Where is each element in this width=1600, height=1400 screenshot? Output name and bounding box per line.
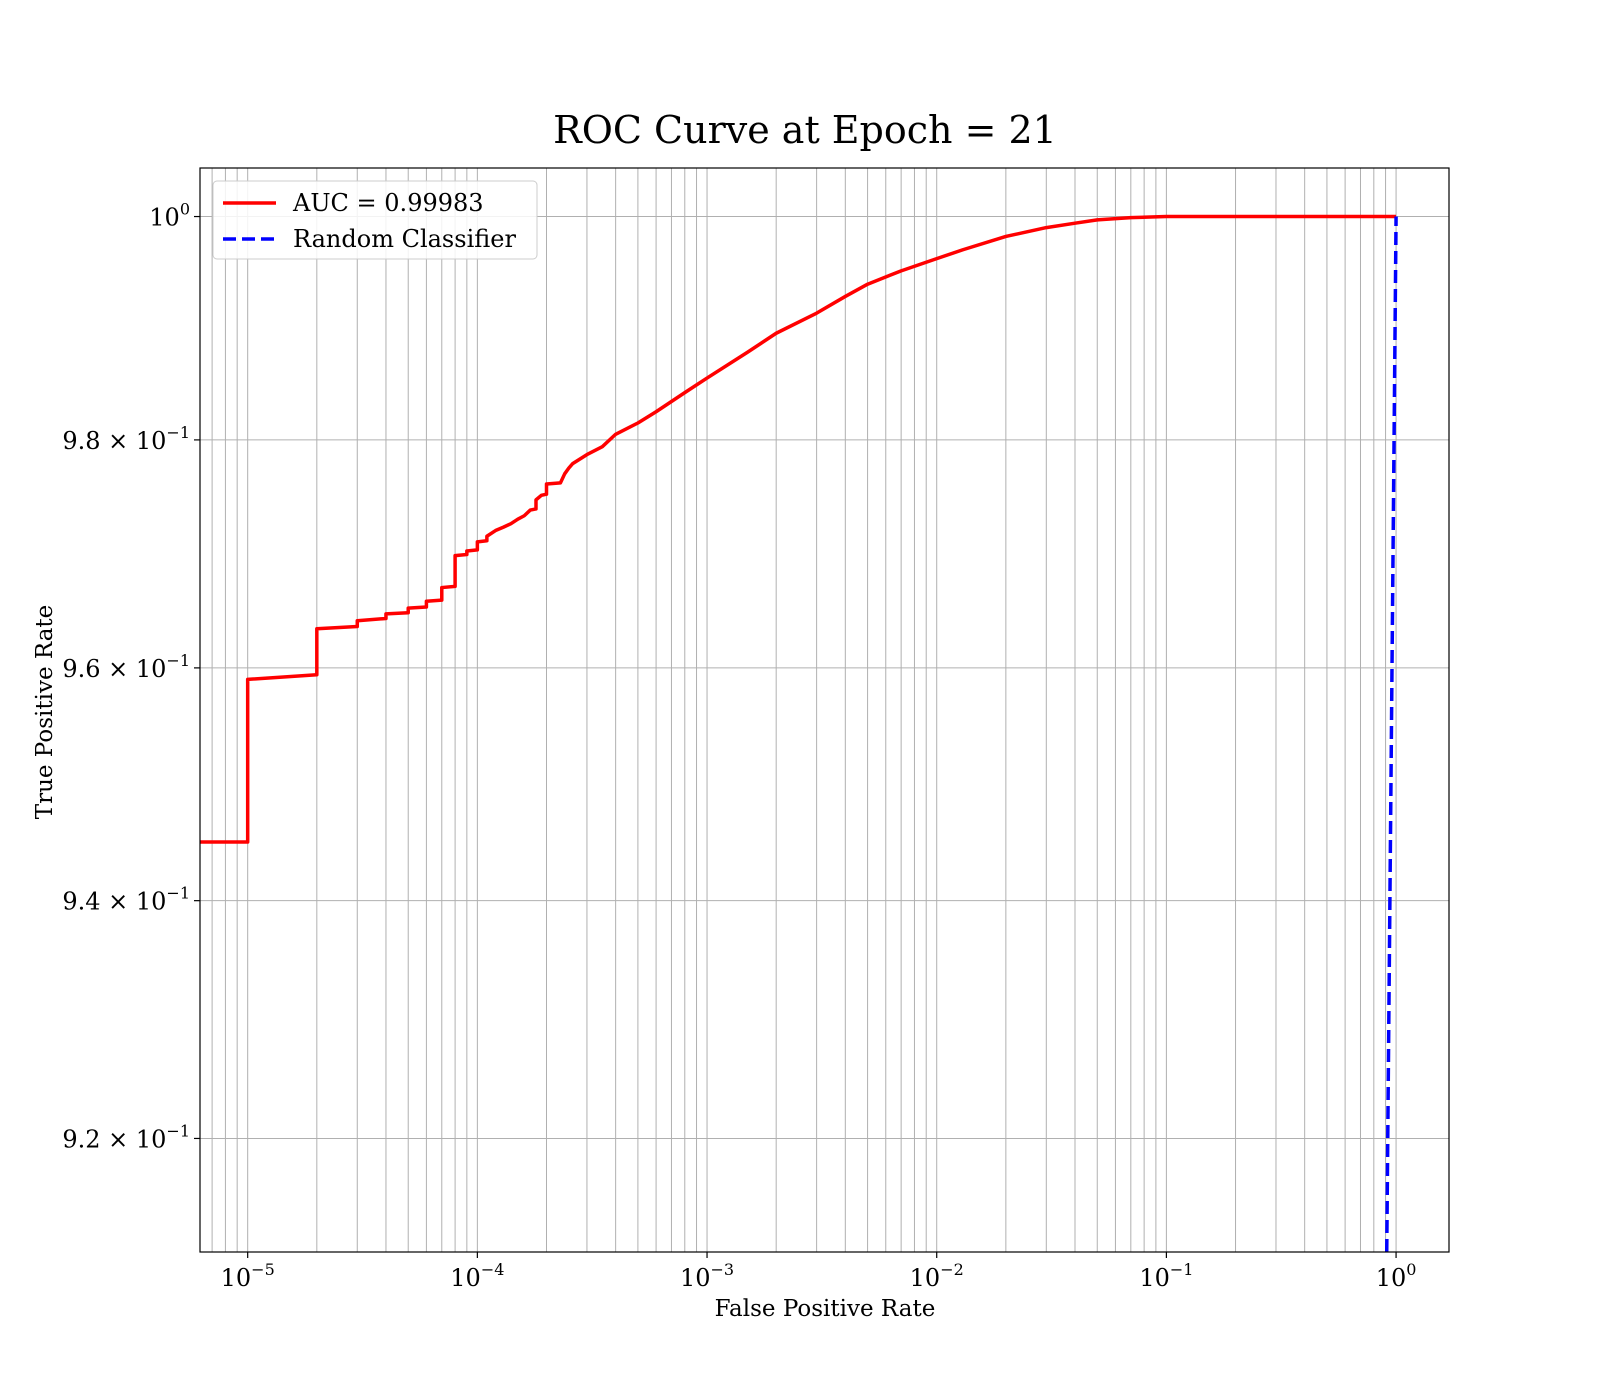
y-tick-label: 9.2 × 10−1 <box>62 1121 190 1153</box>
legend-label-random: Random Classifier <box>293 225 516 253</box>
x-tick-label: 10−2 <box>910 1260 964 1292</box>
y-tick-label: 9.8 × 10−1 <box>62 423 190 455</box>
y-tick-label: 9.4 × 10−1 <box>62 884 190 916</box>
y-tick-label: 9.6 × 10−1 <box>62 651 190 683</box>
x-axis-label: False Positive Rate <box>715 1296 936 1322</box>
x-tick-label: 100 <box>1376 1260 1417 1292</box>
x-tick-label: 10−5 <box>221 1260 275 1292</box>
plot-frame <box>199 167 1450 1253</box>
x-tick-label: 10−4 <box>450 1260 504 1292</box>
x-axis-ticks: 10−5 10−4 10−3 10−2 10−1 100 <box>221 1252 1417 1292</box>
x-tick-label: 10−1 <box>1139 1260 1193 1292</box>
y-tick-label: 100 <box>149 200 190 232</box>
grid-lines <box>200 168 1449 1252</box>
random-classifier-line <box>1384 216 1398 1252</box>
y-axis-label: True Positive Rate <box>32 605 58 820</box>
legend-box <box>212 180 538 260</box>
y-axis-ticks: 100 9.8 × 10−1 9.6 × 10−1 9.4 × 10−1 9.2 × 1… <box>62 200 200 1153</box>
x-tick-label: 10−3 <box>680 1260 734 1292</box>
legend-label-roc: AUC = 0.99983 <box>292 189 484 217</box>
series-layer <box>200 214 1398 1252</box>
legend: AUC = 0.99983 Random Classifier <box>212 180 538 260</box>
roc-curve-line <box>200 214 1397 844</box>
chart-title: ROC Curve at Epoch = 21 <box>553 108 1057 152</box>
